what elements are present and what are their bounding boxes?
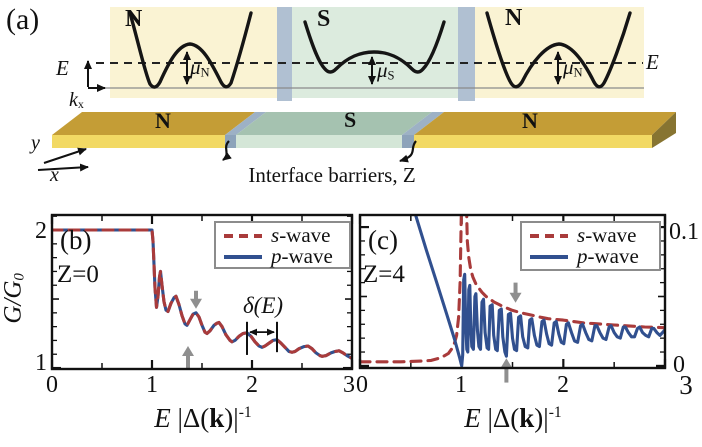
barrier1-pointer-arrow <box>222 140 232 161</box>
panel-b-gray-arrow-1 <box>182 345 194 369</box>
s-wave-legend-label: s-wave <box>271 223 331 247</box>
band-curve-n2 <box>485 11 632 89</box>
panel-b-label: (b) <box>60 225 92 255</box>
band-s-label: S <box>317 6 331 32</box>
slab-n1-front <box>52 135 225 148</box>
panel-c-s-wave-line <box>361 216 664 364</box>
x-axis-arrow <box>37 163 89 172</box>
mu-n1-label: μN <box>190 55 210 80</box>
barrier1-bg <box>277 7 292 101</box>
panel-c-ytick-0: 0 <box>673 352 685 378</box>
y-axis-arrow <box>43 147 87 164</box>
slab-s-label: S <box>344 107 357 132</box>
legend-row-p-wave: p-wave <box>224 246 341 267</box>
panel-c-label: (c) <box>368 225 398 255</box>
panel-b-frame <box>50 213 354 371</box>
s-wave-line-sample <box>530 233 568 238</box>
fermi-level-label: E <box>646 50 659 74</box>
slab-barrier1-front <box>225 135 236 148</box>
legend-row-s-wave: s-wave <box>530 225 651 246</box>
legend-row-p-wave: p-wave <box>530 246 651 267</box>
panel-c-series <box>361 216 664 367</box>
interface-barriers-caption: Interface barriers, Z <box>248 163 416 187</box>
band-curve-s <box>303 20 446 74</box>
panel-b-plot <box>50 213 354 371</box>
panel-c-xtick-1: 1 <box>455 372 467 398</box>
coord-y-label: y <box>31 132 40 154</box>
slab-barrier2-front <box>402 135 414 148</box>
p-wave-line-sample <box>530 254 568 259</box>
panel-c-gray-arrow-1 <box>500 358 513 383</box>
slab-barrier1-top <box>225 112 266 135</box>
panel-b-period-annotation <box>246 321 278 355</box>
panel-b-s-wave-line <box>53 228 351 360</box>
panel-b-gray-arrow-0 <box>190 290 202 309</box>
panel-c-xtick-3: 3 <box>679 370 693 400</box>
s-wave-legend-label: s-wave <box>577 223 637 247</box>
band-curve-n1 <box>128 11 253 89</box>
slab-n2-label: N <box>522 108 538 133</box>
p-wave-legend-label: p-wave <box>271 244 333 268</box>
barrier2-bg <box>458 7 475 101</box>
slab-barrier2-top <box>402 112 444 135</box>
slab-n1-label: N <box>155 108 171 133</box>
panel-b-ytick-1: 1 <box>35 350 47 376</box>
panel-c-xtick-0: 0 <box>356 372 368 398</box>
legend-row-s-wave: s-wave <box>224 225 341 246</box>
panel-b-xtick-1: 1 <box>146 372 158 398</box>
panel-b-series <box>53 228 351 360</box>
panel-b-xtick-2: 2 <box>246 372 258 398</box>
panel-b-period-label: δ(E) <box>242 293 284 318</box>
panel-b-ylabel: G/G0 <box>0 273 28 324</box>
panel-c-frame <box>358 213 667 370</box>
panel-b-xlabel: E |Δ(k)|-1 <box>154 403 252 433</box>
slab-n2-front <box>414 135 652 148</box>
barrier2-pointer-arrow <box>399 140 417 163</box>
mu-s-label: μS <box>377 58 395 83</box>
panel-c-legend: s-wave p-wave <box>520 221 661 271</box>
energy-axis-label: E <box>56 56 69 80</box>
panel-c-ytick-01: 0.1 <box>669 219 699 245</box>
slab-n1-top <box>52 112 255 135</box>
slab-s-top <box>236 112 432 135</box>
band-n1-label: N <box>125 6 143 32</box>
p-wave-legend-label: p-wave <box>577 244 639 268</box>
slab-n2-side <box>652 112 676 148</box>
panel-b-z-label: Z=0 <box>57 261 99 288</box>
panel-a-label: (a) <box>6 3 40 36</box>
s-wave-line-sample <box>224 233 262 238</box>
panel-b-xtick-0: 0 <box>46 372 58 398</box>
panel-c-gray-arrow-0 <box>509 282 522 303</box>
panel-c-xlabel: E |Δ(k)|-1 <box>464 403 562 433</box>
band-n2-label: N <box>505 5 523 31</box>
mu-n2-label: μN <box>563 55 583 80</box>
panel-c-xtick-2: 2 <box>557 372 569 398</box>
panel-c-z-label: Z=4 <box>363 261 405 288</box>
momentum-axis-label: kx <box>69 89 84 112</box>
coord-x-label: x <box>50 164 59 186</box>
panel-c-p-wave-line <box>414 216 664 367</box>
p-wave-line-sample <box>224 254 262 259</box>
panel-b-ytick-2: 2 <box>35 218 47 244</box>
slab-s-front <box>236 135 402 148</box>
panel-b-legend: s-wave p-wave <box>214 221 351 269</box>
panel-b-xtick-3: 3 <box>343 372 355 398</box>
slab-n2-top <box>414 112 676 135</box>
